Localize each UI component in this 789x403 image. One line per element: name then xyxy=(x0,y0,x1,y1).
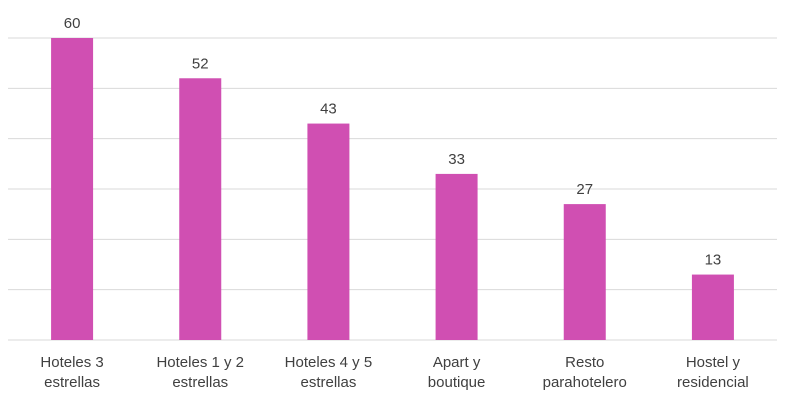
gridlines xyxy=(8,37,777,341)
category-label: Hoteles 1 y 2 estrellas xyxy=(156,354,244,391)
bar xyxy=(691,274,734,340)
category-tick-labels: Hoteles 3 estrellas Hoteles 1 y 2 estrellas… xyxy=(40,354,748,391)
category-label: Hoteles 3 estrellas xyxy=(40,354,103,391)
category-label: Hostel y residencial xyxy=(677,354,749,391)
data-label: 33 xyxy=(448,151,465,168)
data-label: 60 xyxy=(64,15,81,32)
category-label: Resto parahotelero xyxy=(543,354,627,391)
bar xyxy=(179,78,222,341)
bar xyxy=(563,204,606,340)
bar xyxy=(51,38,94,340)
bars xyxy=(51,38,734,341)
data-label: 52 xyxy=(192,55,209,72)
category-label: Hoteles 4 y 5 estrellas xyxy=(285,354,373,391)
data-label: 27 xyxy=(576,181,593,198)
data-labels: 60 52 43 33 27 13 xyxy=(64,15,722,269)
bar xyxy=(435,173,478,340)
data-label: 43 xyxy=(320,101,337,118)
data-label: 13 xyxy=(705,252,722,269)
bar xyxy=(307,123,350,340)
category-label: Apart y boutique xyxy=(428,354,486,391)
